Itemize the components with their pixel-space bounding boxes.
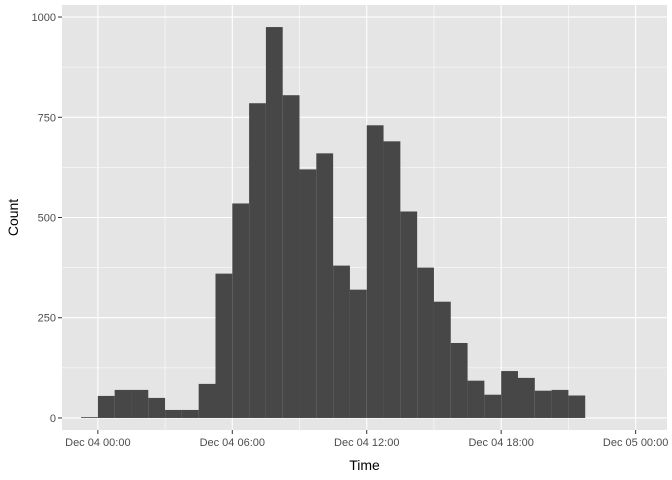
histogram-bar [517,377,535,418]
histogram-bar [282,95,300,418]
x-tick-label: Dec 04 06:00 [200,437,265,449]
histogram-bar [249,103,266,418]
histogram-bar [534,390,552,418]
histogram-bar [232,203,250,418]
axis-ticks [58,16,637,434]
histogram-bar [148,397,166,418]
histogram-bar [349,289,367,418]
histogram-bar [333,265,350,418]
y-tick-label: 500 [38,213,56,225]
y-tick-label: 750 [38,112,56,124]
histogram-bar [81,417,98,418]
axis-tick-labels: Dec 04 00:00 Dec 04 06:00 Dec 04 12:00 Dec … [32,12,669,449]
histogram-bar [383,141,401,418]
histogram-bar [215,273,233,418]
histogram-bar [467,380,485,418]
histogram-bar [316,153,334,418]
y-tick-label: 1000 [32,12,56,24]
histogram-bar [299,169,317,418]
histogram-bar [165,409,182,418]
histogram-bar [484,394,502,418]
histogram-bar [265,27,283,418]
histogram-bar [114,389,132,418]
histogram-bar [366,125,384,418]
histogram-bar [198,383,216,418]
x-axis-title: Time [349,457,380,473]
y-tick-label: 0 [50,413,56,425]
histogram-bar [181,409,199,418]
x-tick-label: Dec 04 12:00 [334,437,399,449]
histogram-bar [417,267,434,418]
histogram-bar [400,211,418,418]
histogram-bar [551,389,569,418]
histogram-bar [97,395,115,418]
y-tick-label: 250 [38,313,56,325]
y-axis-title: Count [5,199,21,236]
histogram-bar [450,342,468,418]
histogram-bar [568,395,586,418]
histogram-bars [81,27,586,418]
histogram-bar [131,389,149,418]
x-tick-label: Dec 04 18:00 [468,437,533,449]
x-tick-label: Dec 04 00:00 [65,437,130,449]
histogram-bar [433,301,451,418]
histogram-bar [501,371,518,418]
x-tick-label: Dec 05 00:00 [603,437,668,449]
